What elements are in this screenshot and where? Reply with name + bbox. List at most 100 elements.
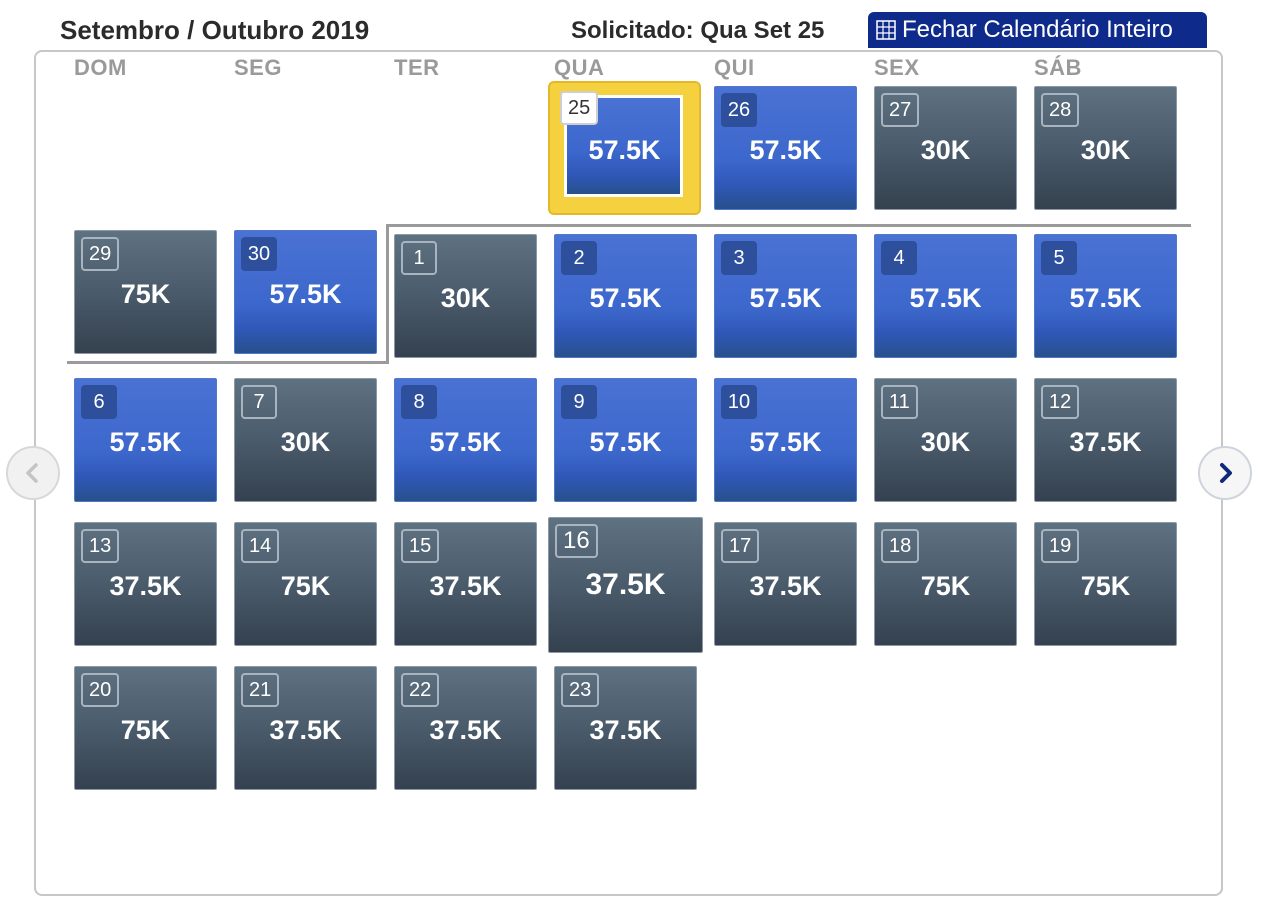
weekday-label: DOM bbox=[74, 55, 127, 80]
day-number: 11 bbox=[881, 385, 918, 419]
grid-icon bbox=[876, 20, 896, 40]
calendar-day-cell[interactable]: 1 30K bbox=[394, 234, 537, 358]
day-price: 37.5K bbox=[429, 715, 502, 745]
day-number: 20 bbox=[81, 673, 120, 707]
calendar-day-cell[interactable]: 27 30K bbox=[874, 86, 1017, 210]
calendar-day-cell[interactable]: 18 75K bbox=[874, 522, 1017, 646]
day-number: 8 bbox=[401, 385, 437, 419]
day-price: 75K bbox=[120, 279, 171, 309]
calendar-day-cell[interactable]: 19 75K bbox=[1034, 522, 1177, 646]
day-price: 30K bbox=[920, 427, 971, 457]
day-number: 27 bbox=[881, 93, 920, 127]
weekday-label: TER bbox=[394, 55, 440, 80]
day-number: 19 bbox=[1041, 529, 1080, 563]
day-number: 10 bbox=[721, 385, 757, 419]
calendar-day-cell[interactable]: 3 57.5K bbox=[714, 234, 857, 358]
calendar-day-cell[interactable]: 22 37.5K bbox=[394, 666, 537, 790]
day-number: 17 bbox=[721, 529, 760, 563]
calendar-day-cell[interactable]: 23 37.5K bbox=[554, 666, 697, 790]
calendar-day-cell[interactable]: 2 57.5K bbox=[554, 234, 697, 358]
calendar-day-cell[interactable]: 29 75K bbox=[74, 230, 217, 354]
day-number: 23 bbox=[561, 673, 600, 707]
calendar-day-cell[interactable]: 21 37.5K bbox=[234, 666, 377, 790]
day-number: 28 bbox=[1041, 93, 1080, 127]
day-number: 9 bbox=[561, 385, 597, 419]
calendar-day-cell[interactable]: 16 37.5K bbox=[548, 517, 703, 653]
weekday-label: SÁB bbox=[1034, 55, 1082, 80]
calendar-day-cell[interactable]: 11 30K bbox=[874, 378, 1017, 502]
requested-date: Solicitado: Qua Set 25 bbox=[571, 17, 825, 44]
calendar-day-cell[interactable]: 17 37.5K bbox=[714, 522, 857, 646]
day-price: 57.5K bbox=[269, 279, 342, 309]
calendar-day-cell[interactable]: 4 57.5K bbox=[874, 234, 1017, 358]
weekday-label: QUA bbox=[554, 55, 605, 80]
weekday-label: SEG bbox=[234, 55, 282, 80]
day-number: 13 bbox=[81, 529, 120, 563]
day-price: 57.5K bbox=[1069, 283, 1142, 313]
day-price: 37.5K bbox=[585, 568, 666, 601]
calendar-day-cell[interactable]: 26 57.5K bbox=[714, 86, 857, 210]
day-number: 7 bbox=[241, 385, 277, 419]
calendar-day-cell[interactable]: 6 57.5K bbox=[74, 378, 217, 502]
day-number: 29 bbox=[81, 237, 120, 271]
day-price: 57.5K bbox=[429, 427, 502, 457]
day-price: 30K bbox=[920, 135, 971, 165]
month-boundary-bottom bbox=[67, 361, 389, 364]
day-price: 30K bbox=[440, 283, 491, 313]
chevron-left-icon bbox=[26, 463, 38, 483]
calendar-day-cell[interactable]: 25 57.5K bbox=[548, 81, 701, 215]
day-number: 2 bbox=[561, 241, 597, 275]
close-full-calendar-button[interactable]: Fechar Calendário Inteiro bbox=[868, 12, 1207, 48]
close-full-calendar-label: Fechar Calendário Inteiro bbox=[902, 16, 1173, 43]
day-price: 57.5K bbox=[588, 135, 661, 165]
calendar-day-cell[interactable]: 13 37.5K bbox=[74, 522, 217, 646]
day-number: 22 bbox=[401, 673, 440, 707]
day-number: 15 bbox=[401, 529, 440, 563]
day-price: 37.5K bbox=[749, 571, 822, 601]
calendar-day-cell[interactable]: 8 57.5K bbox=[394, 378, 537, 502]
calendar-day-cell[interactable]: 10 57.5K bbox=[714, 378, 857, 502]
day-price: 30K bbox=[1080, 135, 1131, 165]
weekday-label: QUI bbox=[714, 55, 755, 80]
month-boundary-vertical bbox=[386, 224, 389, 364]
day-price: 57.5K bbox=[589, 283, 662, 313]
day-number: 14 bbox=[241, 529, 280, 563]
day-number: 30 bbox=[241, 237, 277, 271]
calendar-day-cell[interactable]: 20 75K bbox=[74, 666, 217, 790]
calendar-day-cell[interactable]: 9 57.5K bbox=[554, 378, 697, 502]
day-price: 30K bbox=[280, 427, 331, 457]
day-number: 26 bbox=[721, 93, 757, 127]
day-number: 6 bbox=[81, 385, 117, 419]
day-price: 75K bbox=[120, 715, 171, 745]
day-price: 57.5K bbox=[749, 283, 822, 313]
day-price: 75K bbox=[920, 571, 971, 601]
calendar-day-cell[interactable]: 14 75K bbox=[234, 522, 377, 646]
calendar-day-cell[interactable]: 28 30K bbox=[1034, 86, 1177, 210]
day-number: 25 bbox=[560, 91, 599, 125]
day-price: 37.5K bbox=[589, 715, 662, 745]
day-number: 12 bbox=[1041, 385, 1080, 419]
day-price: 57.5K bbox=[749, 135, 822, 165]
weekday-label: SEX bbox=[874, 55, 920, 80]
day-price: 57.5K bbox=[909, 283, 982, 313]
calendar-day-cell[interactable]: 15 37.5K bbox=[394, 522, 537, 646]
day-number: 18 bbox=[881, 529, 920, 563]
day-number: 1 bbox=[401, 241, 437, 275]
page-title: Setembro / Outubro 2019 bbox=[60, 15, 370, 45]
next-month-button[interactable] bbox=[1198, 446, 1252, 500]
day-price: 37.5K bbox=[429, 571, 502, 601]
calendar-day-cell[interactable]: 12 37.5K bbox=[1034, 378, 1177, 502]
calendar-day-cell[interactable]: 5 57.5K bbox=[1034, 234, 1177, 358]
day-number: 5 bbox=[1041, 241, 1077, 275]
calendar-day-cell[interactable]: 30 57.5K bbox=[234, 230, 377, 354]
previous-month-button[interactable] bbox=[6, 446, 60, 500]
day-price: 75K bbox=[280, 571, 331, 601]
calendar-day-cell[interactable]: 7 30K bbox=[234, 378, 377, 502]
day-number: 16 bbox=[555, 524, 598, 558]
day-price: 75K bbox=[1080, 571, 1131, 601]
day-number: 21 bbox=[241, 673, 280, 707]
day-price: 57.5K bbox=[589, 427, 662, 457]
day-number: 3 bbox=[721, 241, 757, 275]
chevron-right-icon bbox=[1220, 463, 1232, 483]
day-price: 37.5K bbox=[269, 715, 342, 745]
